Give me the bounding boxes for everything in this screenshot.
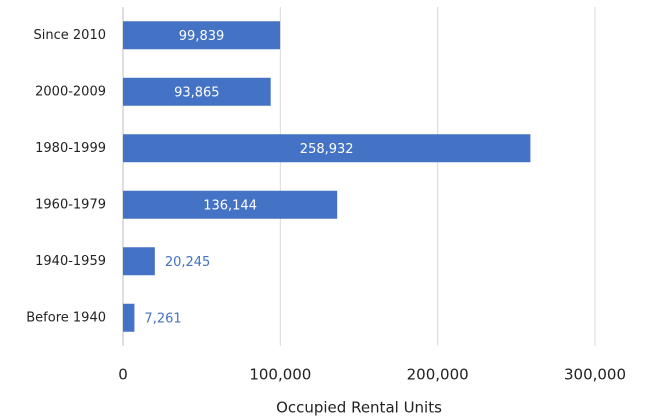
bar	[123, 134, 531, 163]
bar	[123, 190, 338, 219]
value-label: 7,261	[144, 311, 181, 326]
y-tick-label: 1960-1979	[35, 197, 106, 212]
x-axis-title: Occupied Rental Units	[276, 399, 442, 417]
bar	[123, 21, 281, 50]
bar	[123, 77, 271, 106]
x-tick-label: 300,000	[564, 366, 626, 384]
y-tick-label: Before 1940	[26, 310, 106, 325]
value-label: 99,839	[179, 29, 225, 44]
value-label: 20,245	[165, 255, 211, 270]
y-tick-label: 1940-1959	[35, 254, 106, 269]
y-tick-label: Since 2010	[34, 28, 106, 43]
x-tick-label: 100,000	[249, 366, 311, 384]
x-tick-label: 200,000	[407, 366, 469, 384]
bar	[123, 247, 155, 276]
y-tick-label: 2000-2009	[35, 84, 106, 99]
value-label: 136,144	[203, 198, 257, 213]
value-label: 93,865	[174, 85, 220, 100]
value-label: 258,932	[300, 142, 354, 157]
x-tick-label: 0	[118, 366, 128, 384]
y-tick-label: 1980-1999	[35, 141, 106, 156]
bar	[123, 303, 135, 332]
